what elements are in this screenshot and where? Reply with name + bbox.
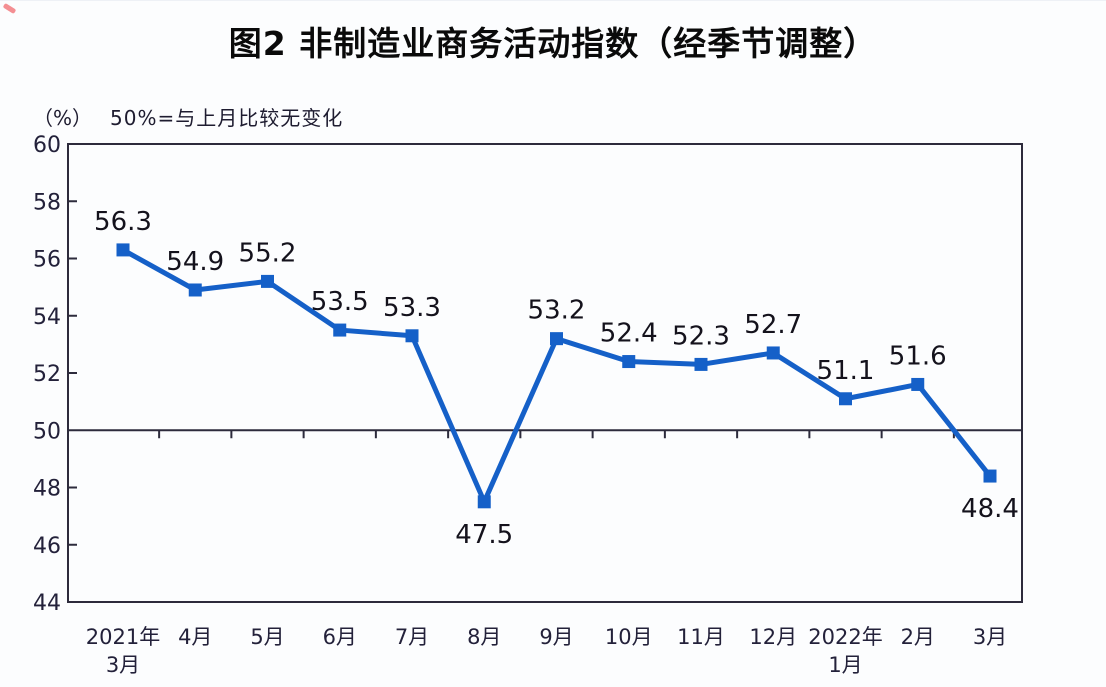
x-tick-label: 5月 (250, 625, 284, 649)
data-point-marker (550, 332, 563, 346)
data-point-label: 53.5 (311, 287, 369, 317)
data-point-marker (116, 243, 130, 257)
x-tick-label: 3月 (106, 653, 140, 677)
chart-title: 图2 非制造业商务活动指数（经季节调整） (228, 24, 878, 63)
y-tick-label: 50 (33, 419, 61, 444)
data-point-label: 56.3 (94, 207, 152, 237)
data-point-marker (188, 283, 202, 297)
y-tick-label: 56 (33, 248, 61, 273)
data-point-label: 51.1 (817, 356, 875, 386)
data-point-marker (694, 357, 708, 371)
y-tick-label: 60 (33, 133, 61, 158)
data-point-marker (766, 346, 780, 360)
data-point-marker (983, 469, 997, 483)
data-point-label: 52.3 (672, 321, 730, 351)
y-tick-label: 44 (33, 591, 61, 616)
reference-note: 50%=与上月比较无变化 (110, 106, 344, 130)
y-tick-label: 52 (33, 362, 61, 387)
data-point-marker (261, 274, 274, 288)
plot-border (67, 143, 1023, 603)
data-point-label: 48.4 (961, 494, 1019, 524)
data-point-marker (405, 329, 419, 343)
x-tick-label: 10月 (605, 625, 653, 649)
y-axis-unit-label: （%） (33, 106, 93, 130)
data-point-marker (333, 323, 347, 337)
x-tick-label: 4月 (178, 625, 212, 649)
x-tick-label: 6月 (323, 625, 357, 649)
data-point-label: 47.5 (455, 520, 513, 550)
data-point-marker (622, 355, 636, 369)
data-point-label: 52.4 (600, 319, 658, 349)
x-tick-label: 12月 (749, 625, 797, 649)
data-point-label: 55.2 (239, 238, 297, 268)
x-tick-label: 11月 (677, 625, 725, 649)
data-point-marker (477, 495, 491, 509)
x-tick-label: 7月 (395, 625, 429, 649)
data-point-label: 52.7 (744, 310, 802, 340)
data-point-marker (839, 392, 852, 406)
x-tick-label: 2022年 (808, 625, 882, 649)
y-tick-label: 48 (33, 477, 61, 502)
y-tick-label: 58 (33, 190, 61, 215)
y-tick-label: 54 (33, 305, 61, 330)
x-tick-label: 3月 (973, 625, 1007, 649)
data-point-label: 54.9 (166, 247, 224, 277)
data-point-label: 51.6 (889, 341, 947, 371)
x-tick-label: 8月 (467, 625, 501, 649)
x-tick-label: 9月 (539, 625, 573, 649)
x-tick-label: 2021年 (86, 625, 160, 649)
x-tick-label: 1月 (828, 653, 862, 677)
data-point-label: 53.2 (528, 296, 586, 326)
data-point-marker (911, 377, 925, 391)
data-point-label: 53.3 (383, 293, 441, 323)
y-tick-label: 46 (33, 534, 61, 559)
x-tick-label: 2月 (901, 625, 935, 649)
